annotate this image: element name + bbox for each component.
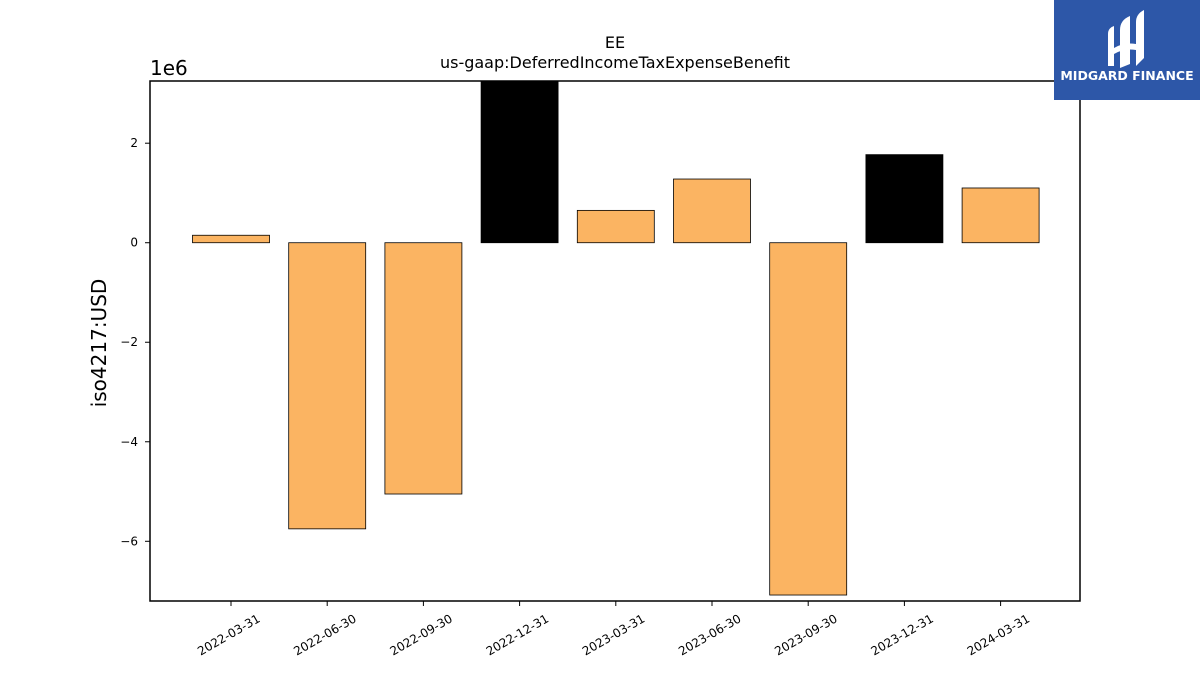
chart-title: EE	[605, 33, 625, 52]
x-tick-label: 2023-09-30	[772, 611, 839, 658]
bar-2023-03-31	[576, 209, 655, 244]
y-tick-label: −6	[120, 534, 138, 548]
bar-2022-12-31	[480, 80, 559, 244]
plot-frame	[149, 80, 1081, 602]
y-tick-label: −2	[120, 335, 138, 349]
bar-2023-12-31	[865, 154, 944, 244]
bar-2024-03-31	[961, 187, 1040, 244]
x-tick-label: 2023-06-30	[676, 611, 743, 658]
y-ticks-group: 2 0 −2 −4 −6	[120, 136, 150, 548]
bar-2023-09-30	[769, 242, 848, 596]
bar-2023-06-30	[673, 178, 751, 244]
x-tick-label: 2023-12-31	[868, 611, 935, 658]
y-tick-label: 0	[130, 236, 138, 250]
logo-mark-icon	[1108, 10, 1144, 68]
x-tick-label: 2022-09-30	[387, 611, 454, 658]
logo-text: MIDGARD FINANCE	[1060, 68, 1194, 83]
x-tick-label: 2024-03-31	[965, 611, 1032, 658]
offset-label: 1e6	[150, 56, 188, 80]
chart-subtitle: us-gaap:DeferredIncomeTaxExpenseBenefit	[440, 53, 790, 72]
bar-2022-03-31	[192, 234, 270, 244]
y-axis-label: iso4217:USD	[87, 279, 111, 408]
brand-logo: MIDGARD FINANCE	[1054, 0, 1200, 100]
x-tick-label: 2022-12-31	[484, 611, 551, 658]
x-tick-label: 2022-03-31	[195, 611, 262, 658]
bar-2022-06-30	[288, 242, 367, 530]
bars-group	[192, 80, 1040, 596]
x-tick-label: 2022-06-30	[291, 611, 358, 658]
bar-2022-09-30	[384, 242, 463, 495]
y-tick-label: −4	[120, 435, 138, 449]
x-tick-label: 2023-03-31	[580, 611, 647, 658]
y-tick-label: 2	[130, 136, 138, 150]
x-ticks-group: 2022-03-31 2022-06-30 2022-09-30 2022-12-31…	[195, 601, 1032, 658]
